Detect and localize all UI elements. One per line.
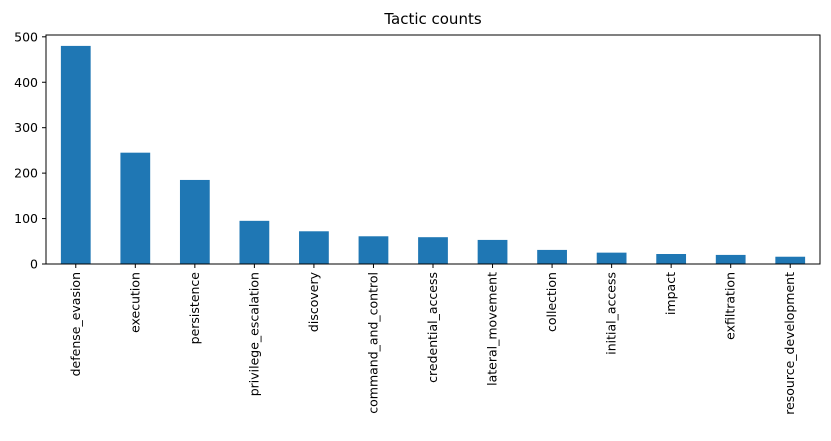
x-tick-label: initial_access (604, 272, 619, 355)
bar-resource_development (775, 256, 806, 264)
x-tick-label: defense_evasion (68, 272, 83, 376)
x-tick-label: credential_access (425, 272, 440, 383)
y-tick-label: 0 (30, 257, 38, 272)
y-tick-label: 200 (14, 166, 38, 181)
x-tick-label: exfiltration (723, 272, 738, 340)
bar-persistence (179, 179, 210, 264)
bar-exfiltration (715, 254, 746, 264)
y-axis: 0 100 200 300 400 500 (14, 29, 46, 272)
x-tick-label: execution (127, 272, 142, 333)
x-tick-label: privilege_escalation (246, 272, 261, 396)
y-tick-label: 300 (14, 120, 38, 135)
x-tick-label: lateral_movement (485, 272, 500, 386)
x-tick-label: collection (544, 272, 559, 332)
bars-group (60, 45, 806, 265)
plot-frame (45, 34, 821, 265)
x-axis: defense_evasion execution persistence privi… (68, 264, 797, 415)
x-tick-label: command_and_control (365, 272, 380, 414)
bar-collection (537, 249, 567, 264)
bar-initial_access (596, 252, 627, 264)
y-tick-label: 100 (14, 211, 38, 226)
y-tick-label: 400 (14, 75, 38, 90)
bar-execution (120, 152, 151, 264)
chart-title: Tactic counts (383, 10, 482, 28)
bar-credential_access (418, 237, 448, 264)
y-tick-label: 500 (14, 29, 38, 44)
bar-privilege_escalation (239, 220, 270, 264)
bar-defense_evasion (60, 45, 91, 265)
bar-lateral_movement (477, 239, 508, 264)
bar-impact (656, 254, 687, 264)
x-tick-label: discovery (306, 271, 321, 332)
bar-discovery (299, 231, 329, 264)
x-tick-label: persistence (187, 272, 202, 345)
bar-command_and_control (358, 236, 389, 264)
x-tick-label: impact (663, 272, 678, 315)
x-tick-label: resource_development (782, 272, 797, 415)
